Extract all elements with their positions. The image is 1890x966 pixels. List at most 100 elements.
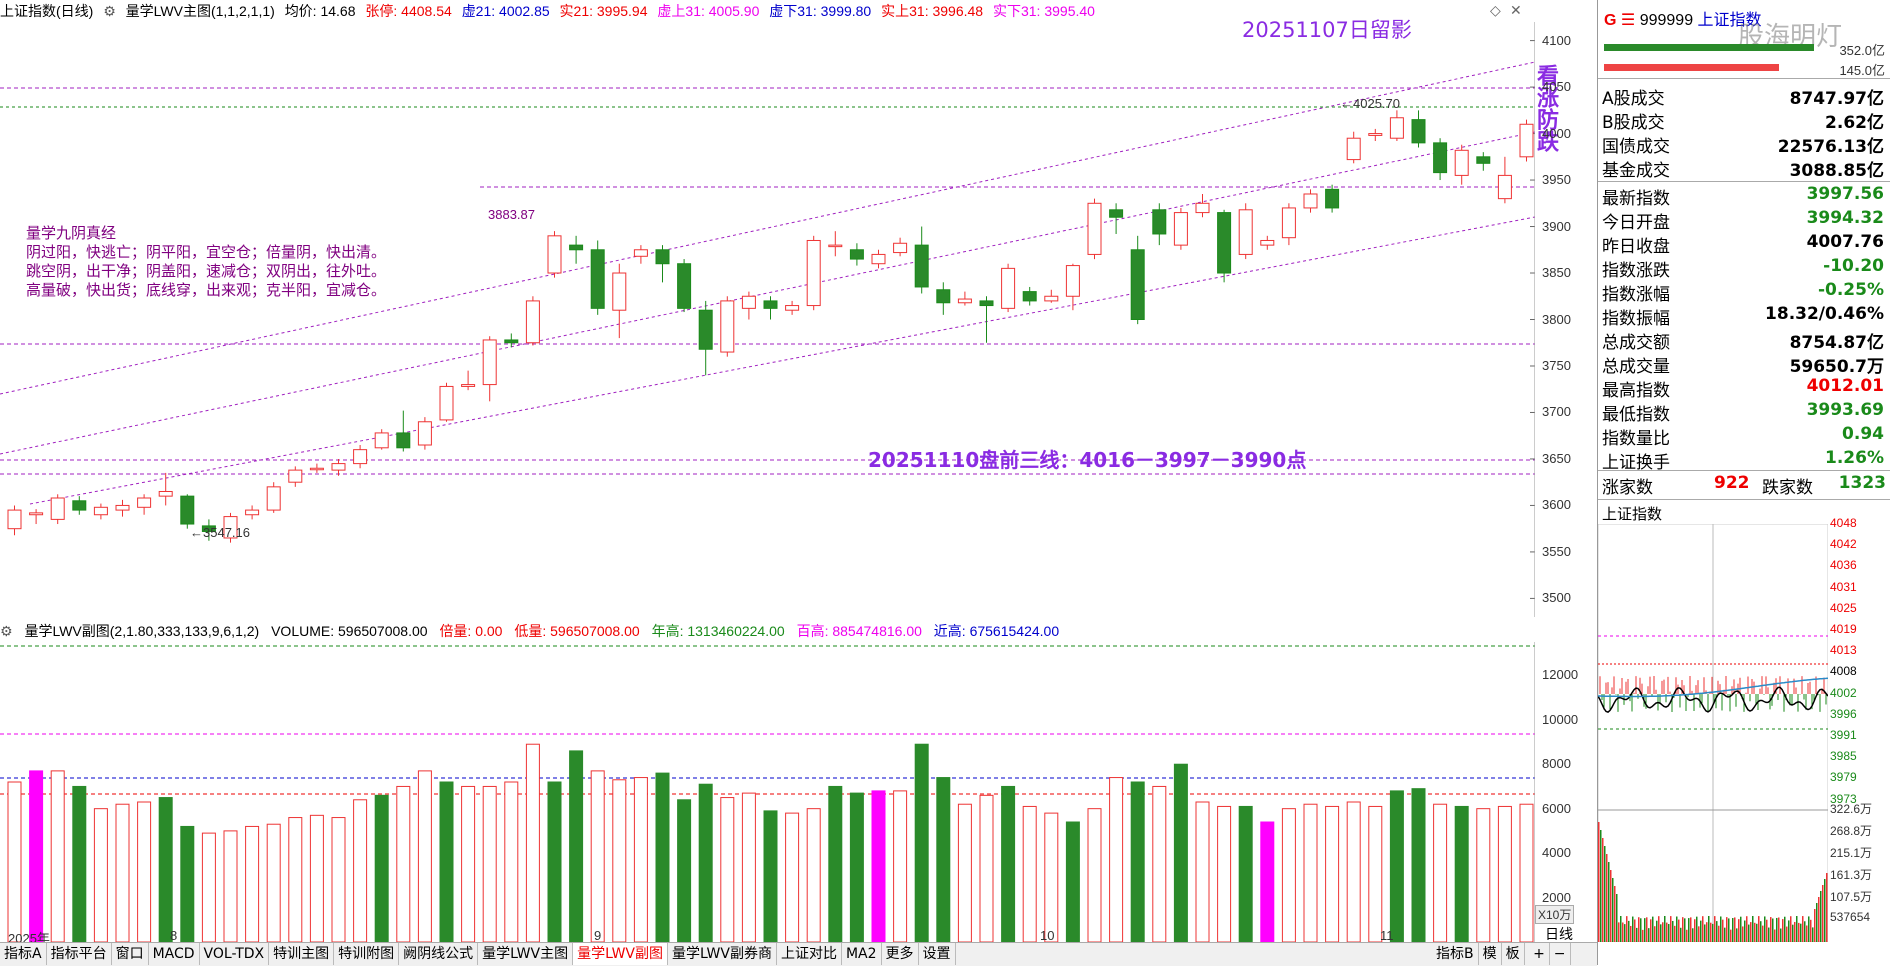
volume-bar [461,785,476,943]
high-price-label: ←4025.70 [1340,96,1400,111]
main-indicator-name[interactable]: 量学LWV主图(1,1,2,1,1) [125,3,275,19]
chart-close-icon[interactable]: ✕ [1510,2,1522,18]
candle-body [1130,249,1145,320]
tab-6[interactable]: 特训附图 [334,943,400,965]
indicator-settings-icon[interactable]: ⚙ [103,3,116,19]
shi21-label: 实21: 3995.94 [559,3,648,19]
avg-price-label: 均价: 14.68 [284,3,356,19]
volume-tick: 4000 [1542,845,1571,861]
volume-bar [266,823,281,943]
tab-8[interactable]: 量学LWV主图 [478,943,574,965]
volume-bar [1022,805,1037,943]
jingao-value: 近高: 675615424.00 [933,623,1060,639]
volume-bar [1260,821,1275,943]
volume-bar [1497,805,1512,943]
quote-label: A股成交 [1602,89,1665,109]
quote-value: 22576.13亿 [1777,137,1884,157]
period-button[interactable]: 日线 [1545,926,1573,942]
candle-body [698,309,713,350]
chart-toggle-icon[interactable]: ◇ [1490,2,1501,18]
candle-body [353,449,368,465]
candle-body [7,509,22,530]
quote-row: 总成交量 59650.7万 [1602,352,1884,377]
tab-7[interactable]: 阙阴线公式 [399,943,479,965]
intraday-mini-chart[interactable] [1598,524,1828,942]
volume-tick: 2000 [1542,889,1571,905]
volume-value: VOLUME: 596507008.00 [271,623,428,639]
candle-body [720,300,735,353]
up-count: 922 [1714,473,1750,493]
quote-value: 4012.01 [1806,376,1884,396]
volume-bar [698,783,713,943]
bar-value-2: 145.0亿 [1839,63,1885,78]
quote-label: B股成交 [1602,113,1665,133]
mini-volume-tick: 268.8万 [1830,824,1873,838]
zoom-in-button[interactable]: + [1529,943,1550,965]
candle-body [914,244,929,288]
volume-bar [763,810,778,943]
menu-icon[interactable]: ☰ [1620,12,1636,29]
volume-bar [504,781,519,943]
volume-bar [29,770,44,943]
volume-unit-label: X10万 [1535,905,1575,924]
candle-body [417,421,432,446]
mini-price-tick: 3996 [1830,706,1857,721]
candle-body [1303,193,1318,209]
mini-price-tick: 4036 [1830,558,1857,573]
up-label: 涨家数 [1602,478,1653,498]
tab-3[interactable]: MACD [149,943,200,965]
zoom-out-button[interactable]: − [1550,943,1571,965]
mini-price-tick: 3973 [1830,791,1857,806]
mini-price-tick: 3991 [1830,728,1857,742]
price-tick: 3650 [1542,450,1571,466]
candle-body [288,469,303,483]
volume-bar [331,817,346,943]
volume-bar [1346,801,1361,943]
candle-body [482,339,497,386]
volume-chart[interactable] [0,642,1535,960]
tab-4[interactable]: VOL-TDX [200,943,270,965]
volume-tick: 10000 [1542,711,1579,727]
volume-bar [1238,805,1253,943]
tab-12[interactable]: MA2 [842,943,882,965]
mini-price-tick: 4013 [1830,643,1857,658]
jingwen-block: 量学九阴真经 阴过阳，快逃亡；阴平阳，宜空仓；倍量阴，快出清。 跳空阴，出干净；… [26,224,386,300]
volume-bar [374,794,389,943]
quote-row: 国债成交 22576.13亿 [1602,132,1884,157]
mini-volume-tick: 107.5万 [1830,890,1873,904]
quote-header: G ☰ 999999 上证指数 [1604,6,1762,30]
candle-body [374,432,389,449]
g-icon[interactable]: G [1604,12,1617,29]
quote-row: 最新指数 3997.56 [1602,184,1884,209]
tab-1[interactable]: 指标平台 [47,943,112,965]
candle-body [1087,202,1102,255]
price-tick: 3900 [1542,218,1571,234]
tab-template[interactable]: 模 [1479,943,1502,965]
tab-9[interactable]: 量学LWV副图 [573,943,669,965]
tab-0[interactable]: 指标A [0,943,47,965]
bottom-tab-bar: 指标A 指标平台 窗口 MACD VOL-TDX 特训主图 特训附图 阙阴线公式 量学LWV主图… [0,942,1597,966]
quote-label: 国债成交 [1602,137,1670,157]
volume-bar [633,777,648,943]
price-axis: 4100 4050 4000 3950 3900 3850 3800 3750 3700 3650… [1538,22,1596,617]
volume-bar [914,743,929,943]
volume-bar [158,797,173,943]
candle-body [396,432,411,449]
tab-indicator-b[interactable]: 指标B [1432,943,1479,965]
tab-board[interactable]: 板 [1502,943,1525,965]
tab-14[interactable]: 设置 [919,943,956,965]
tab-10[interactable]: 量学LWV副券商 [668,943,777,965]
tab-11[interactable]: 上证对比 [777,943,842,965]
tab-5[interactable]: 特训主图 [269,943,335,965]
volume-bar [1281,808,1296,943]
candle-body [828,244,843,248]
tab-2[interactable]: 窗口 [112,943,149,965]
price-chart[interactable] [0,22,1535,617]
volume-bar [828,785,843,943]
volume-bar [1152,785,1167,943]
sub-indicator-name[interactable]: 量学LWV副图(2,1.80,333,133,9,6,1,2) [24,623,260,639]
volume-bar [93,808,108,943]
candle-body [29,512,44,516]
sub-indicator-settings-icon[interactable]: ⚙ [0,623,13,639]
tab-13[interactable]: 更多 [882,943,919,965]
